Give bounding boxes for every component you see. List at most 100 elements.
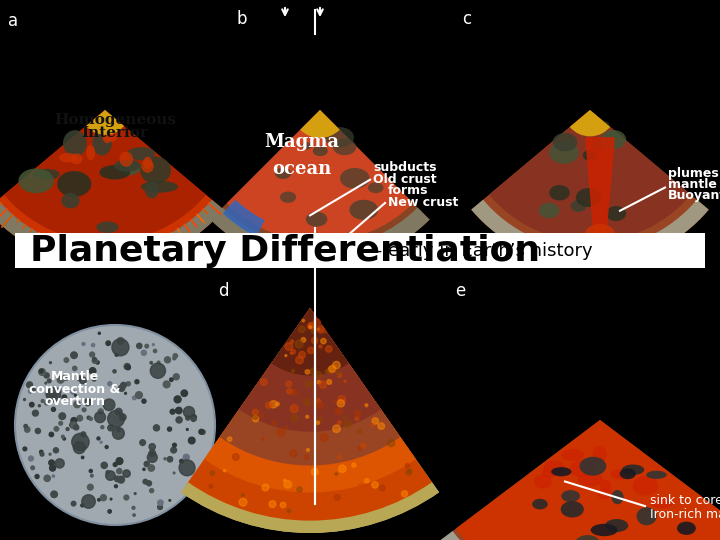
Circle shape <box>115 408 122 415</box>
Circle shape <box>285 426 287 428</box>
Ellipse shape <box>611 490 624 504</box>
Ellipse shape <box>340 168 369 188</box>
Circle shape <box>117 469 122 474</box>
Ellipse shape <box>593 446 606 463</box>
Circle shape <box>148 453 157 462</box>
Circle shape <box>23 447 27 451</box>
Circle shape <box>114 476 120 482</box>
Circle shape <box>24 427 30 432</box>
Circle shape <box>89 469 92 472</box>
Circle shape <box>328 367 334 373</box>
Circle shape <box>313 455 315 458</box>
Circle shape <box>73 425 78 430</box>
Circle shape <box>173 354 177 358</box>
Ellipse shape <box>576 188 601 207</box>
Circle shape <box>262 484 269 491</box>
Text: Planetary Differentiation: Planetary Differentiation <box>30 233 540 267</box>
Circle shape <box>51 407 55 411</box>
Text: Old crust: Old crust <box>373 173 436 186</box>
Circle shape <box>87 416 90 419</box>
Circle shape <box>40 453 44 456</box>
Ellipse shape <box>118 161 140 176</box>
Circle shape <box>149 444 156 450</box>
Ellipse shape <box>127 147 156 160</box>
Circle shape <box>30 402 34 407</box>
Circle shape <box>35 475 39 478</box>
Circle shape <box>101 462 107 468</box>
Text: overturn: overturn <box>45 395 106 408</box>
Circle shape <box>40 369 43 373</box>
Circle shape <box>110 498 112 500</box>
Circle shape <box>133 514 135 516</box>
Wedge shape <box>181 482 439 533</box>
Circle shape <box>313 319 320 326</box>
Circle shape <box>70 422 75 428</box>
Ellipse shape <box>606 206 626 221</box>
Circle shape <box>338 465 346 472</box>
Circle shape <box>406 469 412 475</box>
Text: Iron-rich masses: Iron-rich masses <box>650 508 720 521</box>
Text: Homogeneous: Homogeneous <box>54 113 176 127</box>
Circle shape <box>82 342 85 346</box>
Circle shape <box>59 422 63 425</box>
Circle shape <box>98 498 100 501</box>
Circle shape <box>71 417 77 423</box>
Circle shape <box>106 341 110 346</box>
Circle shape <box>101 495 107 501</box>
Circle shape <box>261 438 264 440</box>
Ellipse shape <box>649 497 673 509</box>
Circle shape <box>112 339 129 356</box>
Ellipse shape <box>275 167 291 179</box>
Text: Magma: Magma <box>264 133 340 151</box>
Circle shape <box>295 340 303 348</box>
Circle shape <box>115 354 118 356</box>
Circle shape <box>306 415 309 418</box>
Circle shape <box>253 416 258 422</box>
Circle shape <box>32 410 38 416</box>
Circle shape <box>284 479 286 482</box>
Circle shape <box>71 352 77 359</box>
Circle shape <box>24 424 27 428</box>
Circle shape <box>27 382 32 388</box>
Circle shape <box>156 428 158 430</box>
Ellipse shape <box>570 460 594 477</box>
Circle shape <box>63 437 66 440</box>
Wedge shape <box>456 420 720 540</box>
Circle shape <box>82 495 95 508</box>
Circle shape <box>290 352 292 354</box>
Ellipse shape <box>549 141 579 164</box>
Circle shape <box>71 422 77 429</box>
Circle shape <box>387 440 395 447</box>
Ellipse shape <box>120 152 133 167</box>
Circle shape <box>316 421 320 424</box>
Ellipse shape <box>59 153 77 163</box>
Text: mantle: mantle <box>668 178 717 191</box>
Circle shape <box>117 338 124 345</box>
Circle shape <box>313 328 315 331</box>
Circle shape <box>64 358 68 362</box>
Ellipse shape <box>582 150 597 161</box>
Ellipse shape <box>141 181 178 193</box>
Circle shape <box>147 481 151 486</box>
Circle shape <box>117 476 125 483</box>
Circle shape <box>103 399 115 410</box>
Circle shape <box>89 368 96 374</box>
Circle shape <box>316 399 320 403</box>
Ellipse shape <box>96 221 119 233</box>
Circle shape <box>132 507 135 509</box>
Circle shape <box>91 343 94 347</box>
Circle shape <box>305 370 310 374</box>
Circle shape <box>114 485 117 488</box>
Circle shape <box>100 441 102 443</box>
Wedge shape <box>239 308 381 432</box>
Circle shape <box>176 417 182 423</box>
Circle shape <box>355 417 359 421</box>
Circle shape <box>191 415 197 420</box>
Circle shape <box>312 338 318 343</box>
Circle shape <box>266 402 271 408</box>
Circle shape <box>168 427 171 431</box>
Text: Buoyant: Buoyant <box>668 189 720 202</box>
Circle shape <box>338 396 346 403</box>
Ellipse shape <box>539 202 559 218</box>
Circle shape <box>179 460 195 476</box>
